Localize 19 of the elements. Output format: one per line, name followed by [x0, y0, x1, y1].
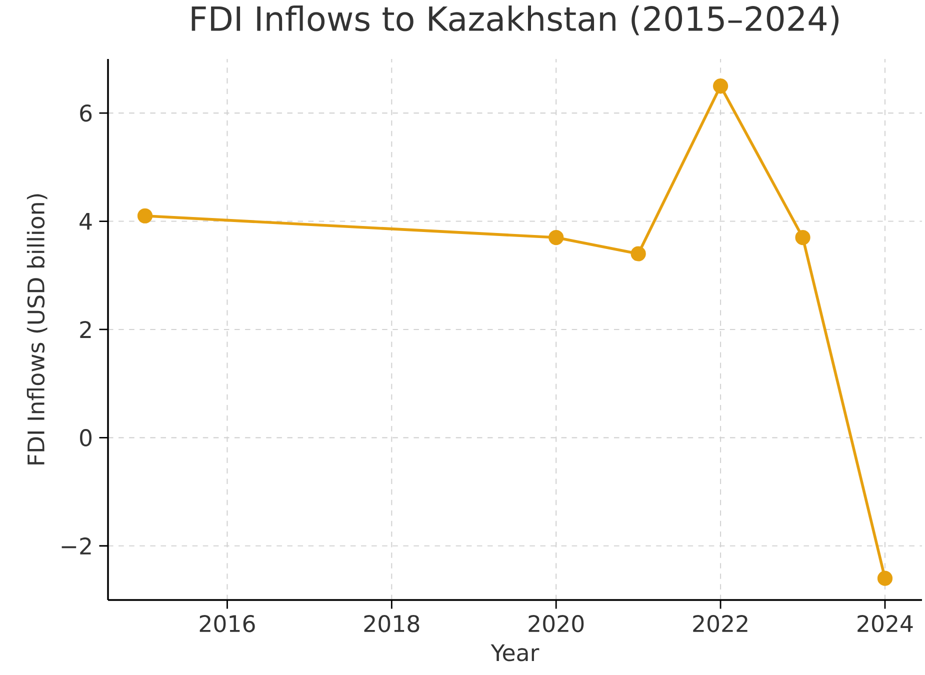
y-tick-label: 4 [80, 212, 92, 230]
x-tick-label: 2020 [528, 614, 584, 632]
point [712, 78, 728, 94]
y-tick-label: −2 [62, 537, 91, 554]
x-tick-label: 2022 [693, 614, 748, 632]
y-tick-label: 2 [80, 321, 91, 338]
point [548, 230, 564, 246]
y-tick-label: 6 [80, 104, 92, 122]
y-tick-label: 0 [80, 429, 92, 446]
point [630, 246, 646, 262]
point [137, 208, 153, 224]
chart-title: FDI Inflows to Kazakhstan (2015–2024) [192, 5, 838, 36]
point [795, 230, 810, 246]
x-tick-label: 2018 [364, 614, 420, 632]
x-tick-label: 2016 [200, 614, 255, 632]
x-axis-title: Year [490, 644, 540, 662]
x-tick-label: 2024 [858, 614, 913, 632]
point [877, 570, 893, 586]
y-axis-title: FDI Inflows (USD billion) [26, 194, 48, 464]
